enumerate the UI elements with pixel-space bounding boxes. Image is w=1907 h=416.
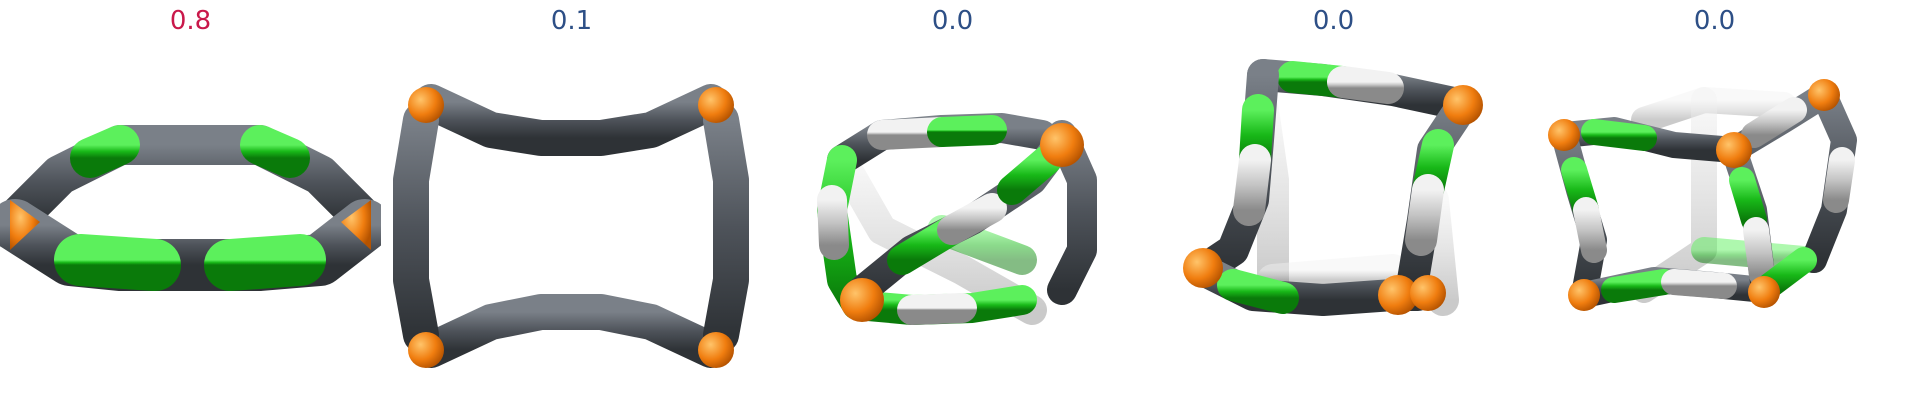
molecule-render xyxy=(0,50,381,380)
molecule-render xyxy=(762,50,1143,380)
molecule-panel-5: 0.0 xyxy=(1524,0,1905,416)
molecule-panel-4: 0.0 xyxy=(1143,0,1524,416)
score-label: 0.1 xyxy=(550,6,593,36)
molecule-render xyxy=(1143,50,1524,380)
molecule-panel-1: 0.8 xyxy=(0,0,381,416)
score-label: 0.0 xyxy=(1312,6,1355,36)
score-label: 0.0 xyxy=(1693,6,1736,36)
molecule-panel-2: 0.1 xyxy=(381,0,762,416)
score-label: 0.0 xyxy=(931,6,974,36)
molecule-panel-3: 0.0 xyxy=(762,0,1143,416)
score-label: 0.8 xyxy=(169,6,212,36)
molecule-render xyxy=(381,50,762,380)
molecule-render xyxy=(1524,50,1905,380)
